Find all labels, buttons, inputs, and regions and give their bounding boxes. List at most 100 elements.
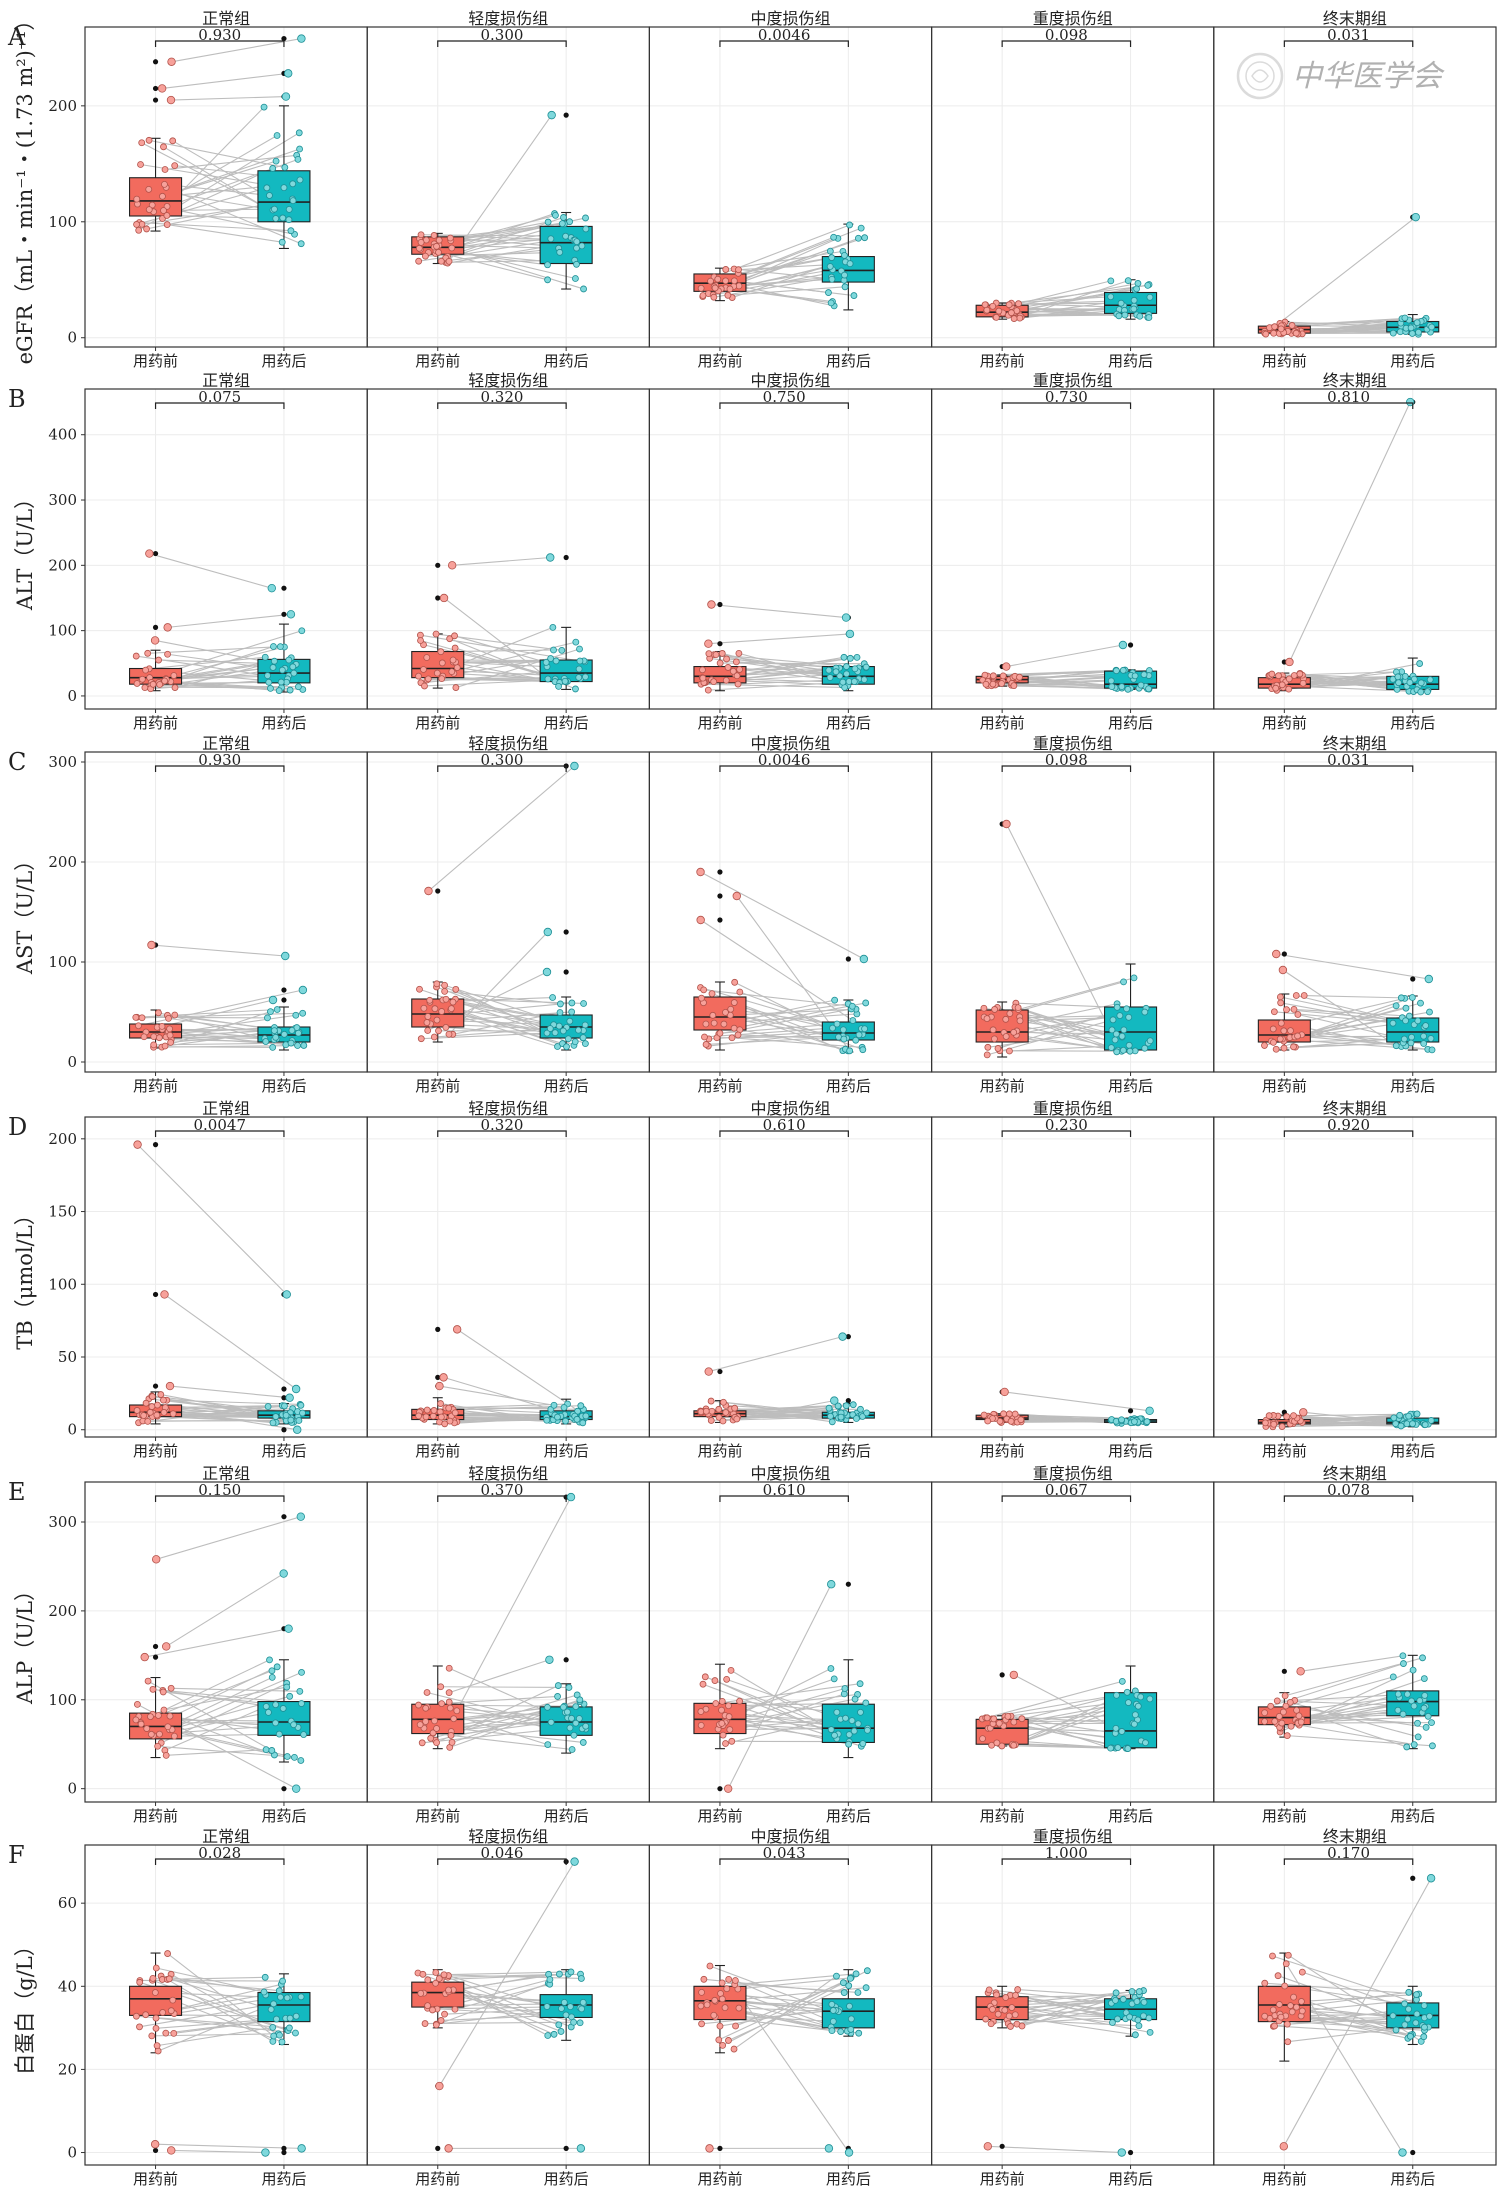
data-point-before <box>164 222 170 228</box>
data-point-before <box>1272 2023 1278 2029</box>
x-tick-label-before: 用药前 <box>980 352 1025 370</box>
data-point-before <box>731 278 737 284</box>
data-point-after <box>276 688 282 694</box>
x-tick-label-after: 用药后 <box>544 1077 589 1095</box>
data-point-after <box>1140 2013 1146 2019</box>
data-point-after <box>281 185 287 191</box>
data-point-before <box>162 166 168 172</box>
x-tick-label-after: 用药后 <box>544 352 589 370</box>
data-point-after <box>855 235 861 241</box>
data-point-before <box>141 1034 147 1040</box>
x-tick-label-before: 用药前 <box>697 1442 742 1460</box>
data-point-after <box>295 684 301 690</box>
p-value-label: 0.610 <box>763 1481 806 1499</box>
data-point-after <box>834 1709 840 1715</box>
data-point-after <box>265 673 271 679</box>
x-tick-label-after: 用药后 <box>1108 2170 1153 2188</box>
data-point-after <box>1420 1655 1426 1661</box>
panel-border <box>649 752 931 1072</box>
data-point-after <box>569 1746 575 1752</box>
x-tick-label-before: 用药前 <box>133 352 178 370</box>
paired-line <box>1016 1003 1117 1007</box>
data-point-before <box>1273 1046 1279 1052</box>
data-point-before <box>137 1979 143 1985</box>
p-value-label: 0.730 <box>1045 388 1088 406</box>
data-point-after <box>1395 1691 1401 1697</box>
data-point-before <box>134 1141 142 1149</box>
data-point-before <box>429 2007 435 2013</box>
data-point-before <box>699 667 705 673</box>
data-point-before <box>153 2015 159 2021</box>
data-point-before <box>1274 1698 1280 1704</box>
data-point-after <box>279 239 285 245</box>
data-point-after <box>841 252 847 258</box>
data-point-before <box>984 1715 990 1721</box>
data-point-after <box>288 1040 294 1046</box>
data-point-after <box>280 1978 286 1984</box>
x-tick-label-before: 用药前 <box>1262 714 1307 732</box>
data-point-before <box>139 676 145 682</box>
data-point-after <box>1402 2001 1408 2007</box>
data-point-before <box>1288 1028 1294 1034</box>
panel-border <box>649 27 931 347</box>
data-point-before <box>152 1556 160 1564</box>
data-point-before <box>1295 1033 1301 1039</box>
data-point-after <box>856 1032 862 1038</box>
data-point-before <box>418 1990 424 1996</box>
data-point-before <box>156 657 162 663</box>
data-point-before <box>171 1733 177 1739</box>
data-point-after <box>1141 672 1147 678</box>
y-tick-label: 400 <box>48 426 77 444</box>
x-tick-label-after: 用药后 <box>544 2170 589 2188</box>
data-point-after <box>1418 680 1424 686</box>
data-point-after <box>1142 1045 1148 1051</box>
y-tick-label: 100 <box>48 213 77 231</box>
data-point-after <box>829 1419 835 1425</box>
data-point-after <box>1110 1017 1116 1023</box>
data-point-after <box>271 2001 277 2007</box>
data-point-after <box>550 624 556 630</box>
x-tick-label-before: 用药前 <box>697 352 742 370</box>
data-point-before <box>163 2030 169 2036</box>
data-point-after <box>1418 689 1424 695</box>
data-point-after <box>557 1010 563 1016</box>
paired-line <box>439 1386 554 1405</box>
data-point-after <box>576 674 582 680</box>
data-point-after <box>279 2039 285 2045</box>
outlier-point-before <box>717 602 722 607</box>
data-point-before <box>726 1714 732 1720</box>
x-tick-label-before: 用药前 <box>1262 1442 1307 1460</box>
y-tick-label: 0 <box>67 687 77 705</box>
p-value-label: 0.078 <box>1327 1481 1370 1499</box>
outlier-point-after <box>1410 2150 1415 2155</box>
data-point-before <box>723 278 729 284</box>
y-tick-label: 0 <box>67 1421 77 1439</box>
x-tick-label-after: 用药后 <box>1108 1077 1153 1095</box>
panel-border <box>649 1845 931 2165</box>
data-point-before <box>133 2013 139 2019</box>
x-tick-label-before: 用药前 <box>415 1807 460 1825</box>
data-point-after <box>283 1412 289 1418</box>
data-point-after <box>271 206 277 212</box>
data-point-before <box>154 1402 160 1408</box>
data-point-after <box>1124 1006 1130 1012</box>
data-point-after <box>271 1028 277 1034</box>
data-point-before <box>1262 1980 1268 1986</box>
data-point-after <box>840 1027 846 1033</box>
data-point-after <box>838 1414 844 1420</box>
data-point-after <box>280 1570 288 1578</box>
data-point-after <box>285 1625 293 1633</box>
data-point-after <box>1411 1742 1417 1748</box>
p-value-label: 1.000 <box>1045 1844 1088 1862</box>
data-point-after <box>544 1704 550 1710</box>
data-point-after <box>546 554 554 562</box>
data-point-after <box>269 996 277 1004</box>
data-point-before <box>701 1034 707 1040</box>
data-point-after <box>1147 1038 1153 1044</box>
y-axis-label-B: ALT（U/L） <box>13 488 37 611</box>
data-point-before <box>1282 1693 1288 1699</box>
outlier-point-after <box>564 555 569 560</box>
data-point-before <box>1276 673 1282 679</box>
data-point-before <box>1275 1973 1281 1979</box>
panel-border <box>1214 1845 1496 2165</box>
